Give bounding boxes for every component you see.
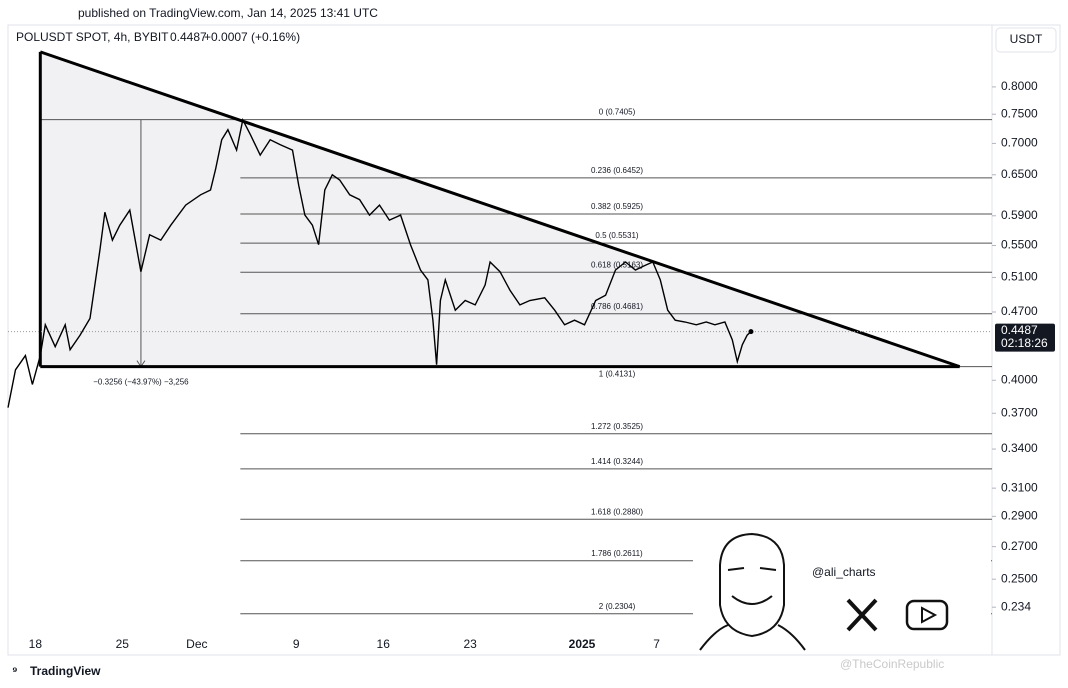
fib-label: 0 (0.7405) xyxy=(599,108,636,117)
y-tick-label: 0.5100 xyxy=(1001,270,1038,284)
triangle-upper xyxy=(39,50,961,369)
y-tick-label: 0.234 xyxy=(1001,599,1031,613)
y-tick-label: 0.4700 xyxy=(1001,304,1038,318)
y-tick-label: 0.4000 xyxy=(1001,372,1038,386)
y-tick-label: 0.7000 xyxy=(1001,136,1038,150)
fib-label: 0.236 (0.6452) xyxy=(591,166,643,175)
x-tick-label: 7 xyxy=(653,637,660,651)
price-change: +0.0007 (+0.16%) xyxy=(204,30,300,44)
fib-label: 0.786 (0.4681) xyxy=(591,302,643,311)
fib-label: 1.272 (0.3525) xyxy=(591,422,643,431)
fib-label: 0.618 (0.5163) xyxy=(591,260,643,269)
y-tick-label: 0.5900 xyxy=(1001,208,1038,222)
fib-label: 0.382 (0.5925) xyxy=(591,202,643,211)
youtube-icon xyxy=(905,599,949,631)
price-line xyxy=(7,117,752,408)
x-tick-label: Dec xyxy=(186,637,207,651)
x-icon xyxy=(846,598,878,632)
currency: USDT xyxy=(1010,32,1043,46)
measure-label: −0.3256 (−43.97%) −3,256 xyxy=(93,378,189,387)
currency-button[interactable] xyxy=(995,27,1057,53)
logo-backdrop xyxy=(693,533,991,654)
youtube-play xyxy=(921,606,938,624)
x-tick-label: 18 xyxy=(29,637,43,651)
y-tick-label: 0.2500 xyxy=(1001,571,1038,585)
x-tick-label: 9 xyxy=(293,637,300,651)
symbol: POLUSDT SPOT, 4h, BYBIT xyxy=(16,30,169,44)
x-tick-label: 2025 xyxy=(569,637,596,651)
y-tick-label: 0.3700 xyxy=(1001,405,1038,419)
x-tick-label: 23 xyxy=(464,637,478,651)
last-price-label: 0.4487 xyxy=(1001,323,1038,337)
y-tick-label: 0.3100 xyxy=(1001,480,1038,494)
last-price-badge xyxy=(995,323,1055,352)
published-note: published on TradingView.com, Jan 14, 20… xyxy=(78,6,378,20)
y-tick-label: 0.2700 xyxy=(1001,539,1038,553)
brand: TradingView xyxy=(30,664,101,678)
author: @ali_charts xyxy=(812,565,876,579)
chart-frame xyxy=(7,24,1061,656)
y-tick-label: 0.6500 xyxy=(1001,167,1038,181)
fib-label: 1.786 (0.2611) xyxy=(591,549,643,558)
x-tick-label: 16 xyxy=(377,637,391,651)
y-tick-label: 0.7500 xyxy=(1001,106,1038,120)
face-icon xyxy=(699,532,806,651)
fib-label: 1.414 (0.3244) xyxy=(591,457,643,466)
fib-label: 2 (0.2304) xyxy=(599,602,636,611)
overlay: @ali_charts xyxy=(693,532,991,654)
y-tick-label: 0.3400 xyxy=(1001,441,1038,455)
y-tick-label: 0.2900 xyxy=(1001,509,1038,523)
last-point xyxy=(748,329,754,335)
watermark: @TheCoinRepublic xyxy=(840,657,944,671)
x-tick-label: 25 xyxy=(116,637,130,651)
tv-mark: ⁹ xyxy=(12,664,18,678)
countdown: 02:18:26 xyxy=(1001,336,1048,350)
last-price: 0.4487 xyxy=(170,30,207,44)
plot: 0 (0.7405) 0.236 (0.6452) 0.382 (0.5925) 0.… xyxy=(7,50,1055,651)
fib-label: 0.5 (0.5531) xyxy=(595,231,638,240)
y-tick-label: 0.5500 xyxy=(1001,238,1038,252)
fib-label: 1 (0.4131) xyxy=(599,370,636,379)
fib-label: 1.618 (0.2880) xyxy=(591,507,643,516)
y-tick-label: 0.8000 xyxy=(1001,79,1038,93)
